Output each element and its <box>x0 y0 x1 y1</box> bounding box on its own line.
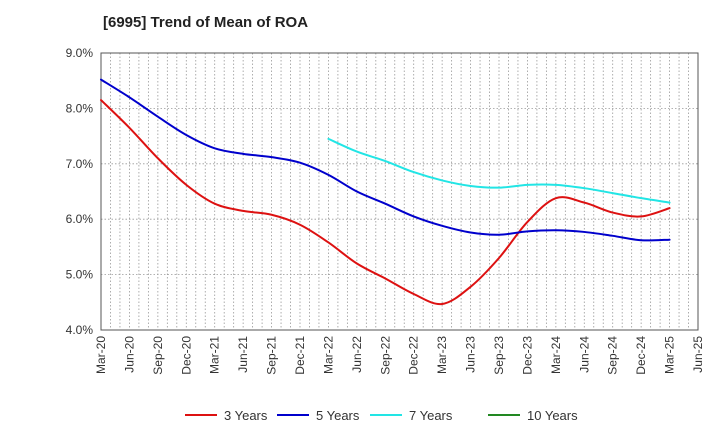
y-tick-label: 5.0% <box>66 268 94 282</box>
y-tick-label: 8.0% <box>66 101 94 115</box>
x-tick-label: Mar-24 <box>549 336 563 374</box>
x-tick-label: Mar-22 <box>321 336 335 374</box>
x-tick-label: Jun-21 <box>236 336 250 373</box>
legend-label-10-years: 10 Years <box>527 408 578 423</box>
series-line-7-years <box>327 137 671 204</box>
legend: 3 Years 5 Years 7 Years 10 Years <box>185 408 578 423</box>
x-tick-label: Jun-24 <box>577 336 591 373</box>
x-tick-label: Dec-23 <box>520 336 534 375</box>
x-tick-label: Jun-23 <box>464 336 478 373</box>
y-tick-label: 6.0% <box>66 212 94 226</box>
legend-label-3-years: 3 Years <box>224 408 268 423</box>
x-tick-label: Dec-22 <box>407 336 421 375</box>
chart-title: [6995] Trend of Mean of ROA <box>103 14 309 31</box>
x-axis-ticks: Mar-20 Jun-20 Sep-20 Dec-20 Mar-21 Jun-21 Sep-… <box>94 336 705 375</box>
x-tick-label: Sep-23 <box>492 336 506 375</box>
x-tick-label: Dec-21 <box>293 336 307 375</box>
x-tick-label: Jun-22 <box>350 336 364 373</box>
x-tick-label: Mar-20 <box>94 336 108 374</box>
legend-label-7-years: 7 Years <box>409 408 453 423</box>
series-line-5-years <box>100 78 671 242</box>
x-tick-label: Sep-22 <box>378 336 392 375</box>
legend-label-5-years: 5 Years <box>316 408 360 423</box>
series-layer <box>100 78 671 306</box>
y-tick-label: 7.0% <box>66 157 94 171</box>
x-tick-label: Jun-20 <box>122 336 136 373</box>
series-line-3-years <box>100 99 671 306</box>
y-tick-label: 4.0% <box>66 323 94 337</box>
x-tick-label: Mar-21 <box>208 336 222 374</box>
y-tick-label: 9.0% <box>66 46 94 60</box>
x-tick-label: Sep-24 <box>606 336 620 375</box>
y-axis-ticks: 4.0% 5.0% 6.0% 7.0% 8.0% 9.0% <box>66 46 94 337</box>
x-tick-label: Mar-23 <box>435 336 449 374</box>
x-tick-label: Sep-20 <box>151 336 165 375</box>
x-tick-label: Jun-25 <box>691 336 705 373</box>
x-tick-label: Sep-21 <box>265 336 279 375</box>
x-tick-label: Dec-24 <box>634 336 648 375</box>
x-tick-label: Mar-25 <box>663 336 677 374</box>
plot-border <box>100 52 699 331</box>
x-tick-label: Dec-20 <box>179 336 193 375</box>
